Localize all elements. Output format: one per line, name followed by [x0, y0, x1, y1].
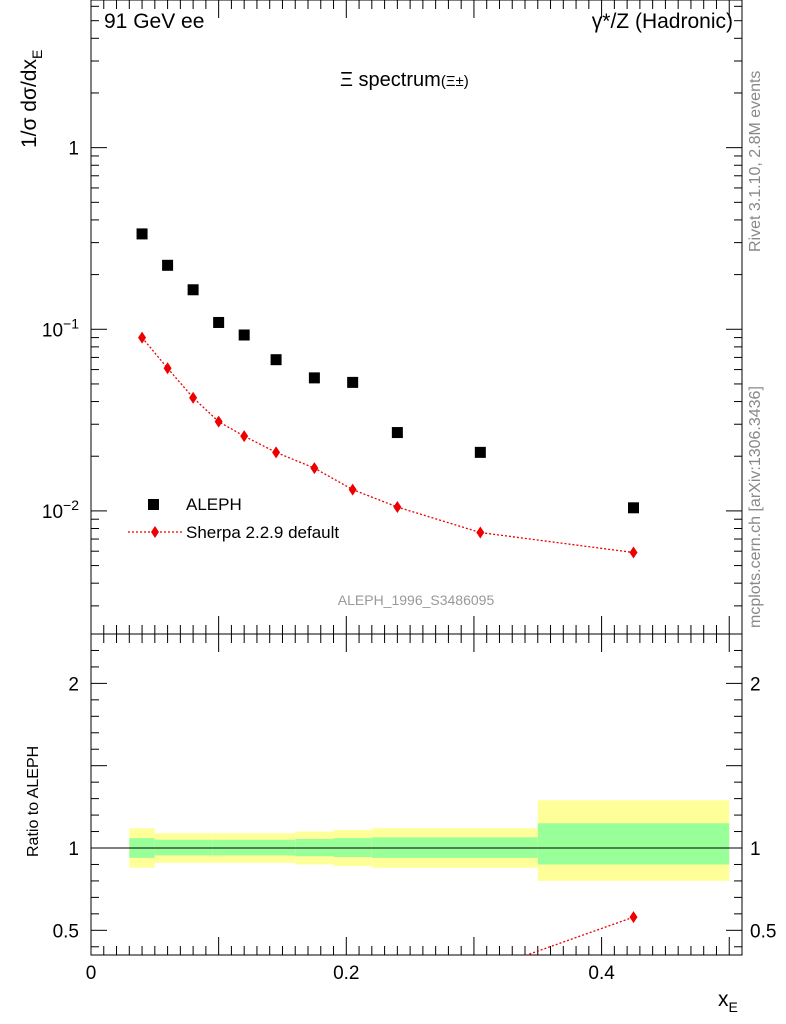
data-point-sherpa-2-2-9-default — [240, 430, 249, 443]
data-point-aleph — [347, 376, 359, 388]
x-axis-label: xE — [718, 988, 738, 1015]
y-tick-label: 10−1 — [42, 315, 79, 341]
ratio-y-axis-label: Ratio to ALEPH — [25, 746, 42, 857]
data-point-sherpa-2-2-9-default — [476, 526, 485, 539]
data-point-sherpa-2-2-9-default — [629, 546, 638, 559]
ratio-y-tick-label-right: 2 — [750, 674, 761, 695]
data-point-aleph — [238, 329, 250, 341]
x-axis-label-sub: E — [729, 999, 738, 1015]
y-tick-label: 10−2 — [42, 497, 79, 523]
y-tick-label: 1 — [68, 139, 79, 160]
ratio-y-tick-label: 0.5 — [53, 921, 79, 942]
data-point-aleph — [187, 284, 199, 296]
rivet-version-label: Rivet 3.1.10, 2.8M events — [747, 71, 764, 252]
main-plot-panel: 1 10−1 10−2 — [42, 0, 743, 635]
legend-label-aleph: ALEPH — [186, 495, 242, 514]
data-point-aleph — [136, 228, 148, 240]
data-point-sherpa-2-2-9-default — [310, 462, 319, 475]
main-y-axis-label: 1/σ dσ/dxE — [18, 50, 45, 148]
data-point-sherpa-2-2-9-default — [189, 391, 198, 404]
x-tick-label: 0.2 — [333, 963, 359, 984]
ratio-y-tick-label-right: 1 — [750, 839, 761, 860]
ratio-point-sherpa-2-2-9-default — [629, 911, 638, 924]
chart-title-suffix: (Ξ±) — [441, 73, 469, 90]
analysis-id-label: ALEPH_1996_S3486095 — [338, 592, 495, 608]
data-point-sherpa-2-2-9-default — [163, 362, 172, 375]
data-point-sherpa-2-2-9-default — [393, 501, 402, 514]
data-point-aleph — [162, 259, 174, 271]
data-point-sherpa-2-2-9-default — [272, 446, 281, 459]
ratio-plot-panel: 0.5 0.5 1 1 2 2 0 0.2 0.4 — [53, 633, 776, 984]
header-left-label: 91 GeV ee — [104, 10, 204, 33]
x-tick-label: 0 — [86, 963, 97, 984]
ratio-band-inner — [537, 823, 730, 865]
ratio-y-tick-label: 1 — [68, 839, 79, 860]
legend-label-sherpa: Sherpa 2.2.9 default — [186, 523, 339, 542]
data-point-sherpa-2-2-9-default — [348, 483, 357, 496]
data-point-aleph — [213, 316, 225, 328]
ratio-line-sherpa-2-2-9-default — [524, 916, 634, 955]
data-point-aleph — [628, 502, 639, 514]
ratio-plot-frame — [90, 633, 743, 956]
header-right-label: γ*/Z (Hadronic) — [592, 10, 733, 33]
legend-marker-aleph — [148, 499, 159, 510]
ratio-y-tick-label-right: 0.5 — [750, 921, 776, 942]
mcplots-label: mcplots.cern.ch [arXiv:1306.3436] — [747, 386, 764, 628]
main-y-axis-label-sub: E — [29, 50, 45, 59]
legend: ALEPH Sherpa 2.2.9 default — [128, 495, 339, 542]
data-point-sherpa-2-2-9-default — [138, 331, 147, 344]
legend-marker-sherpa — [151, 526, 159, 538]
x-tick-label: 0.4 — [588, 963, 615, 984]
series-line-sherpa-2-2-9-default — [141, 337, 634, 554]
data-point-aleph — [308, 372, 320, 384]
chart-title: Ξ spectrum(Ξ±) — [340, 69, 469, 91]
ratio-y-tick-label: 2 — [68, 674, 79, 695]
data-point-aleph — [391, 427, 403, 439]
data-point-sherpa-2-2-9-default — [214, 415, 223, 428]
data-point-aleph — [474, 446, 486, 458]
ratio-series-group — [524, 911, 638, 955]
data-point-aleph — [270, 354, 282, 366]
